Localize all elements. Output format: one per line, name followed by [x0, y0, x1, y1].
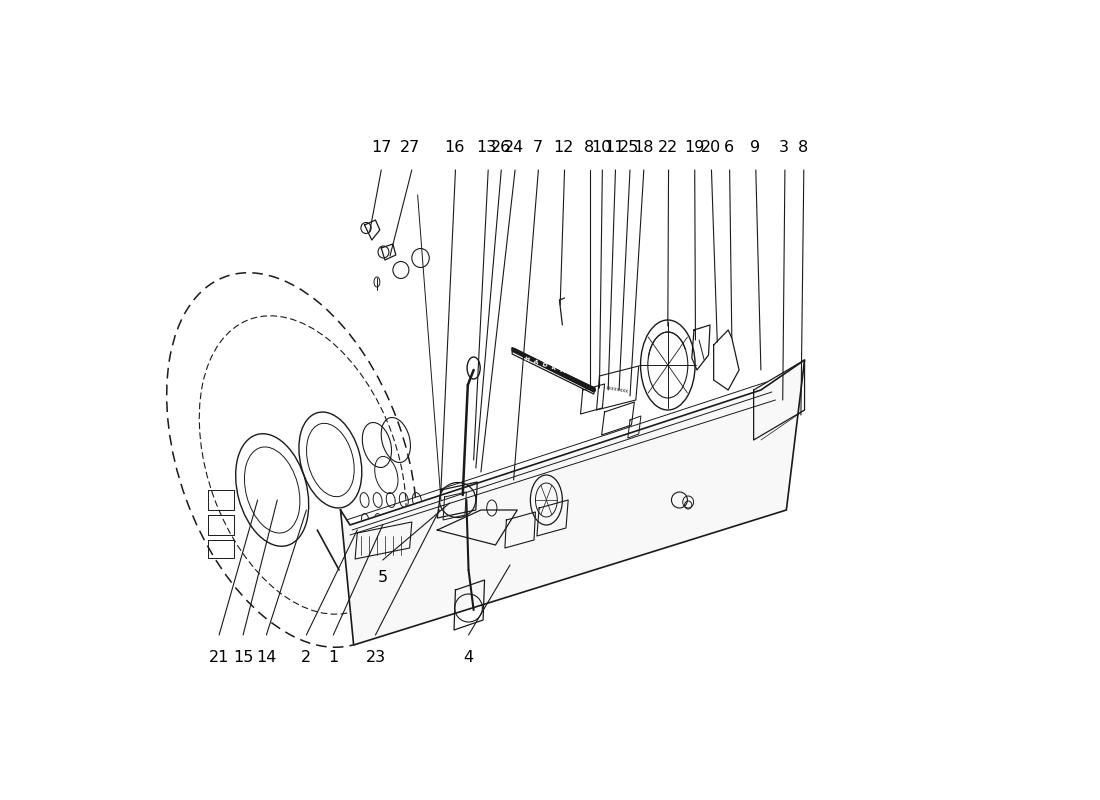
- Text: 8: 8: [583, 140, 594, 155]
- Text: 8: 8: [798, 140, 808, 155]
- Text: 5: 5: [377, 570, 388, 585]
- Text: 6: 6: [724, 140, 734, 155]
- Text: 15: 15: [233, 650, 253, 665]
- Text: xxxxxxxx: xxxxxxxx: [606, 386, 629, 394]
- Text: 22: 22: [658, 140, 678, 155]
- Text: 20: 20: [701, 140, 721, 155]
- Text: 21: 21: [209, 650, 229, 665]
- Text: 14: 14: [256, 650, 276, 665]
- Text: 17: 17: [371, 140, 392, 155]
- Text: 4: 4: [463, 650, 474, 665]
- Text: 7: 7: [532, 140, 542, 155]
- Text: 13: 13: [476, 140, 497, 155]
- Text: 16: 16: [443, 140, 464, 155]
- Text: 25: 25: [619, 140, 639, 155]
- Text: H  A  D  R  M  L  E: H A D R M L E: [525, 356, 583, 380]
- Text: 23: 23: [365, 650, 385, 665]
- Text: 3: 3: [779, 140, 789, 155]
- Text: 12: 12: [553, 140, 573, 155]
- Text: 19: 19: [684, 140, 704, 155]
- Text: 2: 2: [301, 650, 311, 665]
- Text: 24: 24: [504, 140, 525, 155]
- Text: 11: 11: [605, 140, 625, 155]
- Text: 27: 27: [400, 140, 420, 155]
- Text: 10: 10: [592, 140, 612, 155]
- Polygon shape: [341, 360, 804, 645]
- Text: 9: 9: [750, 140, 760, 155]
- Text: 26: 26: [491, 140, 510, 155]
- Text: 1: 1: [328, 650, 339, 665]
- Text: 18: 18: [632, 140, 653, 155]
